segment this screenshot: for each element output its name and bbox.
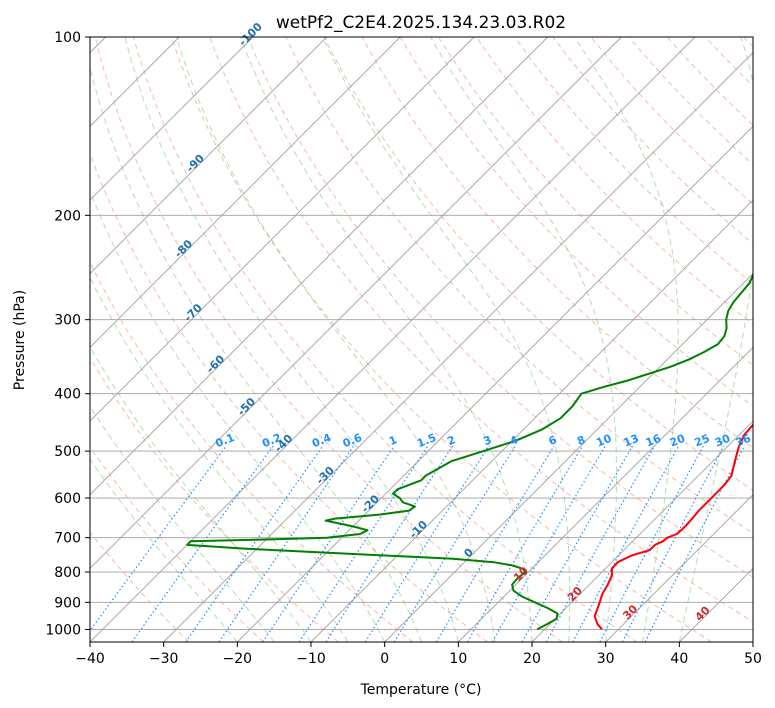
moist-adiabat [90,276,349,642]
y-tick-label: 500 [54,444,81,460]
x-tick-label: 50 [744,651,762,667]
dry-adiabat [132,37,638,642]
x-tick-label: 30 [597,651,615,667]
mixing-ratio-line [545,445,656,642]
isotherm [310,199,753,642]
moist-adiabat [322,37,571,642]
dewpoint-profile [186,272,753,631]
mixing-ratio-line [90,445,227,632]
mixing-ratio-line [491,445,606,642]
mixing-ratio-label: 30 [713,432,732,450]
isotherm [90,37,475,422]
dry-adiabat [437,37,753,366]
x-tick-label: −10 [296,651,326,667]
y-tick-label: 900 [54,595,81,611]
y-tick-label: 100 [54,30,81,46]
moist-adiabat [678,37,753,642]
mixing-ratio-label: 20 [668,432,687,450]
x-tick-label: 0 [380,651,389,667]
dry-adiabat [323,37,753,491]
dry-adiabat [285,37,753,534]
x-axis-title: Temperature (°C) [360,682,482,698]
x-tick-label: 10 [449,651,467,667]
moist-adiabat [175,37,496,642]
x-tick-label: −30 [149,651,179,667]
mixing-ratio-label: 3 [481,433,493,448]
isotherm [458,346,753,642]
x-tick-label: 20 [523,651,541,667]
mixing-ratio-label: 2 [445,433,457,448]
dry-adiabat [399,37,753,407]
moist-adiabat [124,37,459,642]
background-lines [90,37,753,642]
mixing-ratio-label: 13 [622,432,641,450]
y-tick-label: 400 [54,387,81,403]
dry-adiabat [90,260,414,642]
mixing-ratio-line [466,445,584,642]
y-axis: 1000 900 800 700 600 500 400 300 200 100 [45,30,90,638]
y-tick-label: 1000 [45,622,81,638]
isotherm [237,125,753,642]
mixing-ratio-line [298,445,429,642]
mixing-ratio-line [262,445,395,642]
x-axis: −40 −30 −20 −10 0 10 20 30 40 50 [75,642,762,667]
y-tick-label: 700 [54,531,81,547]
mixing-ratio-line [131,445,274,642]
temperature-profile [593,423,753,631]
isotherm [90,37,327,275]
y-tick-label: 300 [54,313,81,329]
sounding-profiles [186,272,753,631]
isotherm [90,37,254,201]
moist-adiabat [574,37,679,642]
mixing-ratio-label: 25 [693,432,712,450]
moist-adiabat [90,458,238,642]
mixing-ratio-label: 10 [594,432,613,450]
moist-adiabat [90,65,422,642]
isotherm [384,273,753,642]
mixing-ratio-label: 36 [734,432,753,450]
mixing-ratio-line [521,445,634,642]
mixing-ratio-label: 1 [387,433,399,448]
isotherm [163,52,753,642]
mixing-ratio-line [572,445,680,642]
dry-adiabat [90,531,190,642]
chart-title: wetPf2_C2E4.2025.134.23.03.R02 [276,13,566,33]
x-tick-label: −20 [223,651,253,667]
mixing-ratio-line [644,445,746,642]
moist-adiabat [90,189,386,642]
mixing-ratio-label: 16 [644,432,663,450]
dry-adiabat [94,37,563,642]
mixing-ratio-line [599,445,704,642]
mixing-ratio-line [364,445,490,642]
isotherm [90,37,548,496]
dry-adiabat [209,37,753,623]
moist-adiabat [90,405,275,642]
plot-frame [89,36,754,643]
isotherm [605,494,753,642]
mixing-ratio-line [325,445,454,642]
mixing-ratio-line [621,445,725,642]
isotherm [90,37,622,569]
y-tick-label: 200 [54,208,81,224]
x-tick-label: 40 [670,651,688,667]
moist-adiabat [430,37,617,642]
x-tick-label: −40 [75,651,105,667]
isotherm [90,37,401,348]
dry-adiabat [247,37,753,578]
y-tick-label: 600 [54,491,81,507]
y-tick-label: 800 [54,565,81,581]
mixing-ratio-label: 8 [575,433,587,448]
y-axis-title: Pressure (hPa) [12,290,28,390]
isotherm [531,420,753,642]
